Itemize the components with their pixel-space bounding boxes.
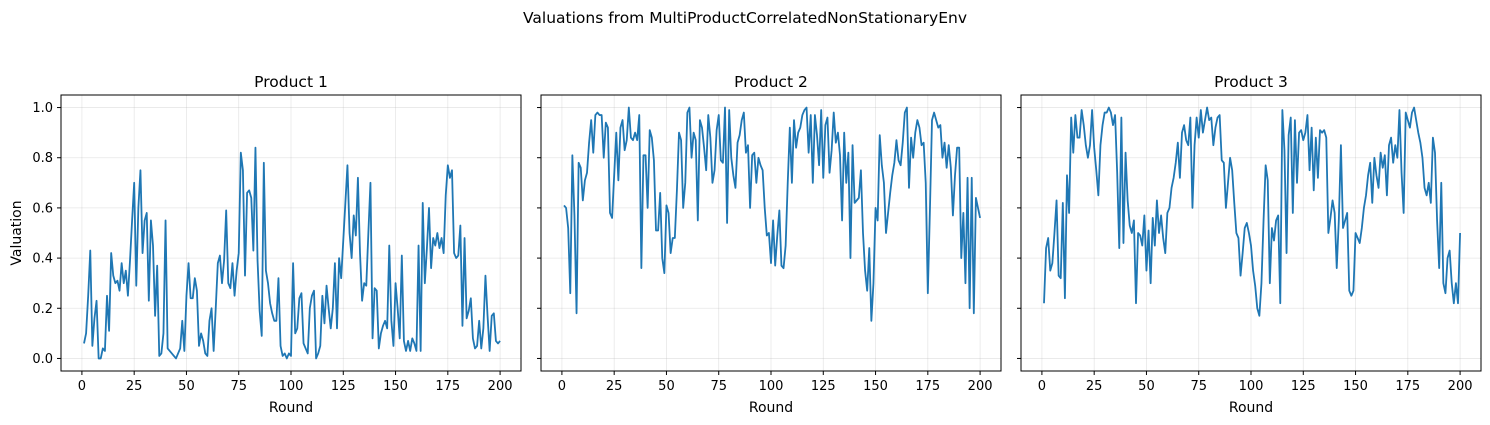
x-tick-label: 0 — [78, 379, 86, 394]
x-tick-label: 50 — [178, 379, 195, 394]
x-tick-label: 175 — [915, 379, 940, 394]
x-tick-label: 25 — [126, 379, 143, 394]
chart-panel-2: 0 25 50 75 100 125 150 175 200 Product 2 Round — [537, 73, 1002, 416]
x-axis-label: Round — [749, 400, 793, 416]
x-tick-label: 150 — [863, 379, 888, 394]
x-tick-label: 200 — [488, 379, 513, 394]
x-axis-label: Round — [269, 400, 313, 416]
x-tick-label: 125 — [331, 379, 356, 394]
y-tick-label: 0.4 — [32, 252, 53, 267]
x-tick-label: 50 — [658, 379, 675, 394]
x-axis-label: Round — [1229, 400, 1273, 416]
chart-panel-3: 0 25 50 75 100 125 150 175 200 Product 3 Round — [1017, 73, 1482, 416]
x-tick-label: 125 — [811, 379, 836, 394]
series-line-product-1 — [83, 146, 501, 360]
panel-title: Product 2 — [734, 73, 808, 91]
panel-title: Product 1 — [254, 73, 328, 91]
chart-panel-1: 0 25 50 75 100 125 150 175 200 0.0 0.2 0.4 0.6 0.8 1.0… — [9, 73, 522, 416]
x-tick-label: 125 — [1291, 379, 1316, 394]
y-tick-label: 0.0 — [32, 352, 53, 367]
x-tick-label: 200 — [1448, 379, 1473, 394]
y-tick-label: 0.8 — [32, 151, 53, 166]
x-tick-label: 50 — [1138, 379, 1155, 394]
x-tick-label: 75 — [230, 379, 247, 394]
x-tick-label: 100 — [759, 379, 784, 394]
x-tick-label: 75 — [1190, 379, 1207, 394]
x-tick-label: 0 — [558, 379, 566, 394]
x-tick-label: 175 — [435, 379, 460, 394]
x-tick-label: 175 — [1395, 379, 1420, 394]
x-tick-label: 75 — [710, 379, 727, 394]
figure-suptitle: Valuations from MultiProductCorrelatedNo… — [523, 9, 967, 27]
x-tick-label: 100 — [1239, 379, 1264, 394]
panel-title: Product 3 — [1214, 73, 1288, 91]
x-tick-label: 25 — [606, 379, 623, 394]
series-line-product-3 — [1043, 106, 1461, 317]
x-tick-label: 25 — [1086, 379, 1103, 394]
y-axis-label: Valuation — [9, 200, 25, 265]
x-tick-label: 150 — [1343, 379, 1368, 394]
x-tick-label: 200 — [968, 379, 993, 394]
x-tick-label: 150 — [383, 379, 408, 394]
y-tick-label: 1.0 — [32, 101, 53, 116]
chart-panels: 0 25 50 75 100 125 150 175 200 0.0 0.2 0.4 0.6 0.8 1.0… — [9, 73, 1482, 416]
x-tick-label: 100 — [279, 379, 304, 394]
y-tick-label: 0.2 — [32, 302, 53, 317]
series-line-product-2 — [563, 106, 981, 322]
y-tick-label: 0.6 — [32, 201, 53, 216]
x-tick-label: 0 — [1038, 379, 1046, 394]
